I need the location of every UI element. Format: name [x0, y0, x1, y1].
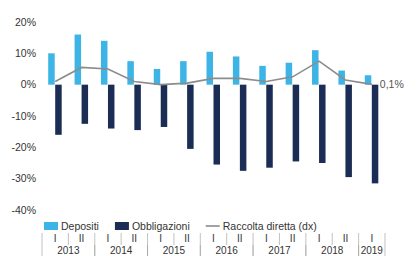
x-group-label: 2014	[110, 245, 133, 256]
bar	[312, 50, 319, 84]
separator	[358, 233, 359, 245]
bar	[134, 85, 141, 130]
legend-swatch	[206, 225, 220, 227]
y-tick	[39, 210, 42, 211]
separator	[358, 245, 359, 256]
y-tick	[39, 53, 42, 54]
x-tick-label: I	[159, 233, 162, 244]
bar	[319, 85, 326, 163]
legend-label: Raccolta diretta (dx)	[223, 220, 317, 232]
bar	[187, 85, 194, 149]
legend-label: Depositi	[61, 220, 99, 232]
x-group-label: 2013	[57, 245, 80, 256]
separator	[253, 245, 254, 256]
separator	[332, 233, 333, 245]
separator	[305, 245, 306, 256]
x-tick-label: II	[343, 233, 349, 244]
x-tick-label: II	[237, 233, 243, 244]
bar	[101, 41, 108, 85]
bar	[82, 85, 89, 124]
separator	[94, 245, 95, 256]
y-tick	[39, 178, 42, 179]
separator	[200, 245, 201, 256]
separator	[358, 245, 359, 256]
bar	[161, 85, 168, 127]
y-tick	[39, 147, 42, 148]
x-tick-label: I	[107, 233, 110, 244]
x-tick-label: I	[318, 233, 321, 244]
separator	[253, 233, 254, 245]
x-tick-label: I	[212, 233, 215, 244]
bar	[154, 69, 161, 85]
separator	[94, 233, 95, 245]
bar	[293, 85, 300, 162]
bar	[372, 85, 379, 184]
separator	[94, 245, 95, 256]
separator	[385, 233, 386, 245]
separator	[147, 233, 148, 245]
x-group-label: 2016	[216, 245, 239, 256]
chart: 20% 10% 0% -10% -20% -30% -40% 0,1% Depositi Obbl…	[0, 0, 418, 256]
x-group-label: 2015	[163, 245, 186, 256]
separator	[385, 245, 386, 256]
y-tick	[39, 116, 42, 117]
legend-swatch	[44, 222, 58, 230]
x-group-label: 2018	[321, 245, 344, 256]
separator	[279, 233, 280, 245]
separator	[42, 245, 43, 256]
y-tick	[39, 84, 42, 85]
y-tick-label: -10%	[11, 110, 36, 122]
bar	[55, 85, 62, 135]
y-tick-label: 20%	[15, 16, 36, 28]
x-tick-label: I	[54, 233, 57, 244]
bar	[240, 85, 247, 171]
separator	[226, 233, 227, 245]
bar	[233, 56, 240, 84]
y-tick-label: 0%	[21, 78, 36, 90]
bar	[180, 61, 187, 85]
separator	[121, 233, 122, 245]
x-group-label: 2017	[268, 245, 291, 256]
separator	[147, 245, 148, 256]
legend-label: Obbligazioni	[132, 220, 190, 232]
bar	[48, 53, 55, 84]
x-tick-label: I	[265, 233, 268, 244]
x-group-label: 2019	[361, 245, 384, 256]
separator	[68, 233, 69, 245]
x-tick-label: II	[132, 233, 138, 244]
bar	[286, 63, 293, 85]
bar	[266, 85, 273, 168]
plot	[48, 35, 378, 184]
separator	[42, 233, 43, 245]
x-tick-label: I	[370, 233, 373, 244]
separator	[173, 233, 174, 245]
x-tick-label: II	[290, 233, 296, 244]
bar	[214, 85, 221, 165]
separator	[200, 245, 201, 256]
bar	[345, 85, 352, 177]
bar	[75, 35, 82, 85]
y-tick-label: 10%	[15, 47, 36, 59]
legend-swatch	[115, 222, 129, 230]
data-label: 0,1%	[380, 78, 404, 90]
y-tick	[39, 22, 42, 23]
bar	[108, 85, 115, 129]
separator	[147, 245, 148, 256]
line	[55, 61, 372, 84]
y-tick-label: -20%	[11, 141, 36, 153]
separator	[253, 245, 254, 256]
y-tick-label: -40%	[11, 204, 36, 216]
y-tick-label: -30%	[11, 172, 36, 184]
separator	[305, 245, 306, 256]
x-tick-label: II	[79, 233, 85, 244]
x-tick-label: II	[184, 233, 190, 244]
separator	[200, 233, 201, 245]
separator	[305, 233, 306, 245]
